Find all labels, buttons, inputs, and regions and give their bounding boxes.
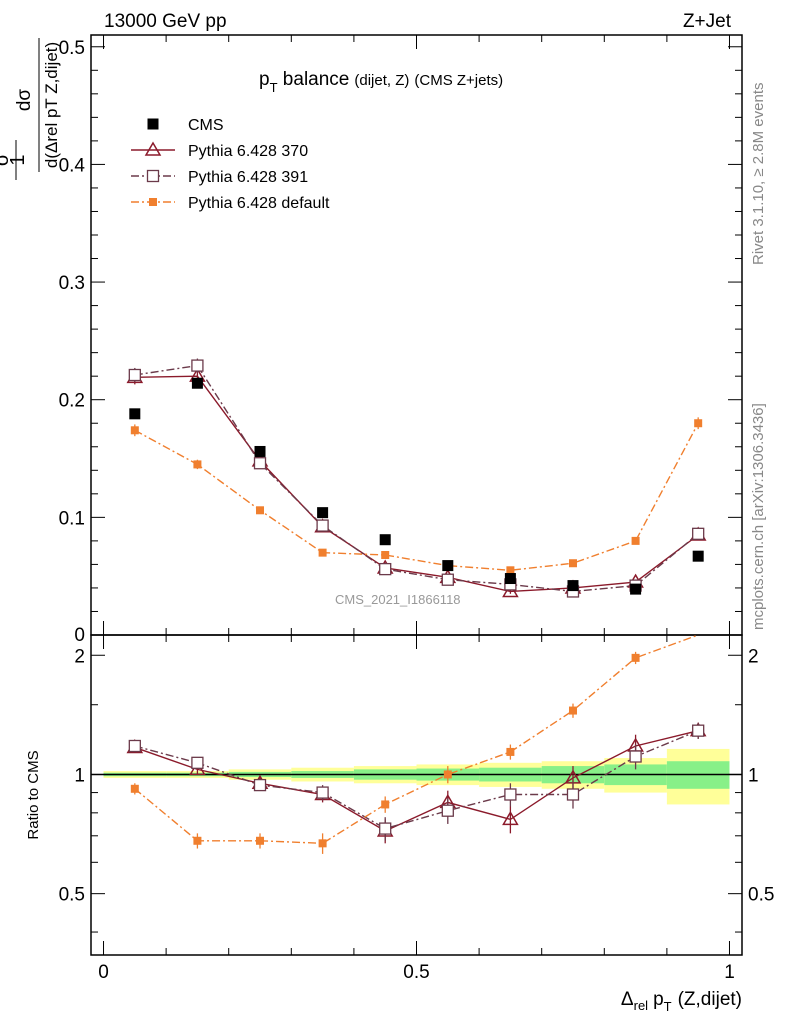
main-point-pdef — [631, 536, 640, 545]
ratio-point-p370 — [502, 810, 519, 826]
main-point-cms — [692, 550, 704, 562]
ratio-y-tick-label-right: 1 — [748, 765, 759, 786]
main-point-p391 — [316, 519, 329, 532]
ratio-x-tick-label: 1 — [724, 962, 735, 983]
legend-label-pdef: Pythia 6.428 default — [188, 195, 330, 212]
main-point-pdef — [130, 426, 139, 435]
ratio-point-pdef — [130, 784, 139, 793]
ratio-x-axis: 0 0.5 1 — [98, 635, 735, 983]
x-axis-label: Δrel pT (Z,dijet) — [621, 989, 742, 1014]
main-point-cms — [567, 580, 579, 592]
ratio-plot-frame — [90, 634, 743, 956]
main-point-pdef — [193, 460, 202, 469]
ylabel-sigma: σ — [0, 153, 13, 166]
main-point-pdef — [506, 566, 515, 575]
ratio-point-pdef — [506, 747, 515, 756]
ratio-point-pdef — [256, 836, 265, 845]
main-line-p391 — [134, 364, 699, 593]
legend-label-p391: Pythia 6.428 391 — [188, 169, 308, 186]
legend: CMS Pythia 6.428 370 Pythia 6.428 391 Pythi… — [131, 117, 330, 212]
ratio-point-pdef — [318, 839, 327, 848]
header-process-label: Z+Jet — [683, 11, 732, 32]
main-point-cms — [254, 445, 266, 457]
main-point-pdef — [568, 559, 577, 568]
ratio-y-axis-label: Ratio to CMS — [25, 750, 42, 839]
main-y-tick-label: 0.5 — [59, 38, 85, 59]
main-series-layer — [126, 358, 707, 598]
main-point-p391 — [441, 573, 454, 586]
main-y-axis: 0.1 0.2 0.3 0.4 0.5 0 — [59, 38, 742, 646]
main-line-p370 — [134, 375, 699, 593]
legend-marker-p391 — [146, 169, 160, 183]
ratio-y-tick-label-right: 0.5 — [748, 885, 774, 906]
main-point-pdef — [318, 548, 327, 557]
main-point-pdef — [381, 551, 390, 559]
main-point-cms — [379, 534, 391, 546]
legend-label-cms: CMS — [188, 117, 224, 134]
main-y-tick-label: 0.2 — [59, 391, 85, 412]
ratio-point-p391 — [128, 739, 141, 753]
ylabel-fraction-numerator: 1 — [7, 154, 29, 165]
ratio-plot-panel: 0.5 0.51 12 2 0 0.5 1 Ratio to CMS — [25, 634, 774, 983]
ratio-line-p391 — [134, 730, 699, 830]
ratio-point-p391 — [629, 750, 642, 763]
ratio-point-p391 — [316, 786, 329, 799]
ratio-y-tick-label-left: 2 — [74, 646, 85, 667]
analysis-watermark: CMS_2021_I1866118 — [335, 592, 461, 607]
main-point-cms — [317, 507, 329, 519]
ratio-y-tick-label-left: 0.5 — [59, 885, 85, 906]
ratio-point-p391 — [379, 822, 392, 835]
ratio-point-pdef — [443, 770, 452, 779]
main-point-pdef — [256, 506, 265, 515]
legend-marker-cms — [147, 118, 159, 130]
main-plot-panel: 0.1 0.2 0.3 0.4 0.5 0 pT balance (dijet, Z) (CM… — [59, 34, 743, 646]
header-energy-label: 13000 GeV pp — [104, 11, 227, 32]
main-point-cms — [191, 377, 203, 389]
ratio-point-pdef — [193, 836, 202, 845]
ratio-line-pdef — [134, 634, 699, 845]
main-y-tick-label: 0.4 — [59, 155, 86, 176]
main-point-cms — [442, 560, 454, 572]
ratio-point-p391 — [504, 788, 517, 801]
ratio-point-p391 — [566, 788, 580, 801]
ratio-point-p391 — [191, 756, 204, 769]
ratio-point-pdef — [381, 800, 390, 809]
legend-label-p370: Pythia 6.428 370 — [188, 143, 308, 160]
main-x-ticks — [103, 35, 730, 635]
ratio-point-p391 — [441, 804, 454, 817]
main-point-cms — [630, 583, 642, 595]
ratio-y-tick-label-left: 1 — [74, 765, 85, 786]
ratio-x-tick-label: 0 — [98, 962, 109, 983]
main-point-cms — [129, 408, 141, 420]
ratio-point-pdef — [568, 706, 577, 715]
main-y-axis-label: 1 dσ d(Δrel pT Z,dijet) σ — [0, 38, 61, 180]
legend-marker-p370 — [144, 141, 162, 156]
ratio-line-p370 — [134, 729, 699, 832]
main-y-zero-label: 0 — [74, 625, 85, 646]
ratio-point-pdef — [631, 653, 640, 662]
ylabel-numerator: dσ — [14, 89, 35, 112]
plot-title: pT balance (dijet, Z) (CMS Z+jets) — [259, 69, 503, 95]
main-point-p391 — [253, 457, 267, 470]
ratio-y-tick-label-right: 2 — [748, 646, 759, 667]
mcplots-label: mcplots.cern.ch [arXiv:1306.3436] — [750, 403, 767, 630]
ratio-x-tick-label: 0.5 — [403, 962, 429, 983]
main-line-pdef — [134, 422, 699, 571]
ylabel-denominator: d(Δrel pT Z,dijet) — [42, 42, 61, 168]
main-point-pdef — [694, 419, 703, 428]
main-point-p391 — [128, 368, 141, 382]
main-point-p391 — [379, 562, 392, 576]
main-point-cms — [504, 573, 516, 585]
main-point-p391 — [692, 527, 705, 540]
legend-marker-pdef — [149, 198, 157, 206]
ratio-point-p391 — [253, 778, 267, 792]
ratio-y-axis: 0.5 0.5 1 1 2 2 — [59, 646, 774, 933]
main-y-tick-label: 0.1 — [59, 508, 85, 529]
ratio-point-p391 — [692, 724, 705, 737]
rivet-version-label: Rivet 3.1.10, ≥ 2.8M events — [750, 83, 767, 266]
ratio-series-layer — [126, 634, 707, 854]
main-point-p391 — [191, 359, 204, 372]
main-y-tick-label: 0.3 — [59, 273, 85, 294]
